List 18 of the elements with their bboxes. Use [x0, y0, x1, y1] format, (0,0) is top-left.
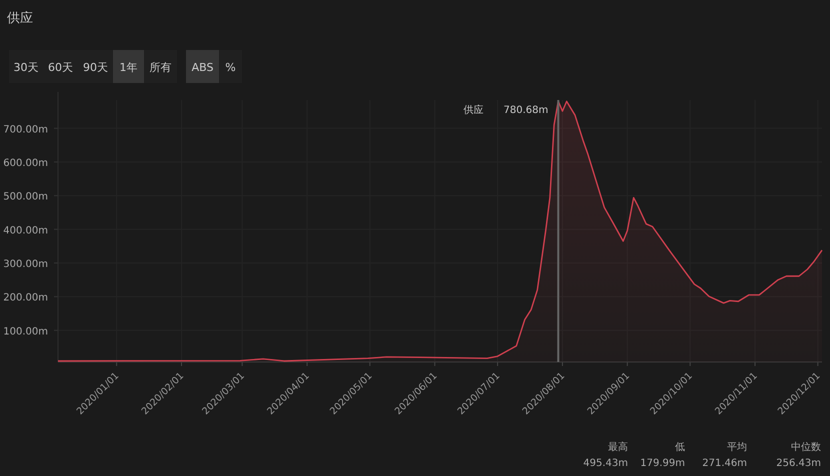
text: 低 [675, 442, 685, 453]
y-tick-label: 100.00m [3, 326, 48, 338]
text: 256.43m [776, 458, 821, 469]
text: 中位数 [791, 441, 821, 453]
y-tick-label: 600.00m [3, 158, 48, 169]
text: 最高 [608, 441, 628, 453]
chart-title: 供应 [7, 10, 33, 26]
y-tick-label: 200.00m [3, 292, 48, 304]
text: 179.99m [640, 458, 685, 469]
y-tick-label: 500.00m [3, 192, 48, 203]
annotation: 供应 [463, 104, 484, 116]
y-tick-label: 700.00m [3, 124, 48, 136]
y-tick-label: 300.00m [3, 258, 48, 270]
y-tick-label: 400.00m [3, 225, 48, 236]
text: 平均 [727, 441, 747, 453]
annotation: 780.68m [504, 105, 548, 116]
text: 271.46m [702, 458, 747, 469]
text: 495.43m [583, 458, 628, 469]
